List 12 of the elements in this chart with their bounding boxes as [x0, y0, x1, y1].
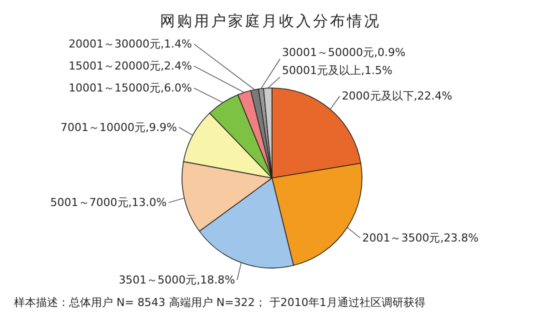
- slice-label: 5001～7000元,13.0%: [50, 196, 167, 210]
- slice-label: 50001元及以上,1.5%: [282, 64, 392, 77]
- slice-label: 15001～20000元,2.4%: [68, 60, 192, 73]
- slice-label: 30001～50000元,0.9%: [282, 46, 406, 59]
- slice-label: 2001～3500元,23.8%: [362, 231, 479, 244]
- slice-label: 10001～15000元,6.0%: [68, 82, 192, 95]
- slice-label: 3501～5000元,18.8%: [118, 274, 236, 287]
- slice-label: 20001～30000元,1.4%: [68, 38, 192, 51]
- slice-label: 7001～10000元,9.9%: [60, 120, 177, 134]
- text: 样本描述：总体用户 N= 8543 高端用户 N=322； 于2010年1月通过社区调研获得: [14, 296, 426, 309]
- slice-label: 2000元及以下,22.4%: [342, 90, 452, 103]
- chart-title: 网购用户家庭月收入分布情况: [160, 12, 381, 30]
